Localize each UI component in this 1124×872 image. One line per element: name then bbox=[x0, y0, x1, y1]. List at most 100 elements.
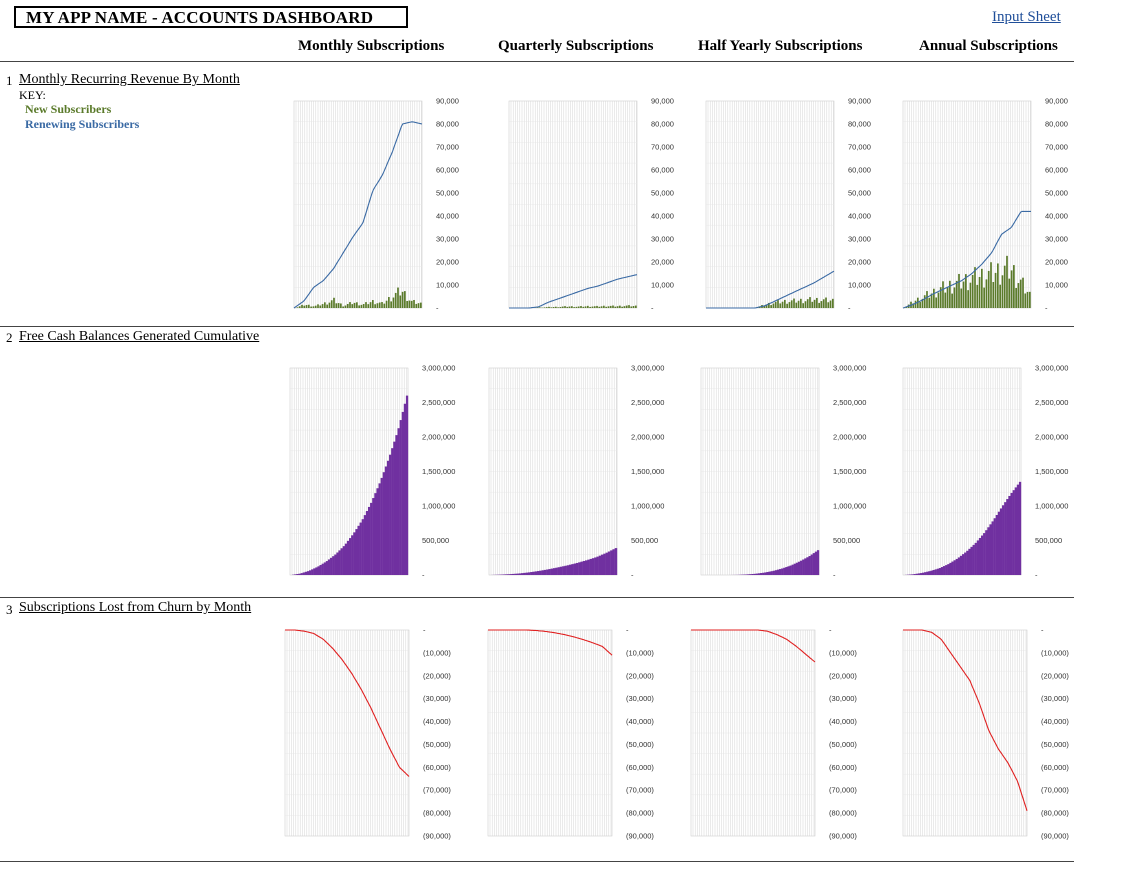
y-tick-label: (40,000) bbox=[626, 717, 654, 726]
y-tick-label: (50,000) bbox=[423, 740, 451, 749]
bar bbox=[930, 570, 933, 575]
bar bbox=[921, 572, 925, 575]
bar bbox=[302, 572, 305, 575]
bar bbox=[779, 303, 782, 308]
bar bbox=[969, 282, 972, 308]
bar bbox=[976, 284, 979, 308]
gridlines bbox=[691, 630, 815, 836]
bar bbox=[795, 562, 799, 575]
mrr-monthly-chart: - 10,000 20,000 30,000 40,000 50,000 60,000 70,… bbox=[293, 97, 459, 313]
y-tick-label: 40,000 bbox=[1045, 212, 1068, 221]
section-title-mrr: Monthly Recurring Revenue By Month bbox=[19, 72, 240, 87]
bar bbox=[745, 574, 748, 575]
bar bbox=[762, 572, 765, 575]
bar bbox=[816, 297, 818, 308]
bar bbox=[605, 552, 609, 575]
bar bbox=[937, 292, 940, 308]
key-new-subscribers: New Subscribers bbox=[25, 102, 112, 116]
bar bbox=[804, 301, 807, 308]
bar bbox=[378, 483, 381, 575]
bar bbox=[976, 540, 980, 575]
bar bbox=[628, 305, 630, 308]
bar bbox=[564, 306, 566, 308]
divider bbox=[0, 326, 1074, 327]
bar bbox=[541, 570, 545, 575]
bar bbox=[349, 302, 351, 308]
churn-line bbox=[903, 629, 1028, 811]
y-tick-label: (30,000) bbox=[423, 694, 451, 703]
bar bbox=[518, 573, 522, 575]
y-tick-label: (80,000) bbox=[1041, 809, 1069, 818]
y-tick-label: 80,000 bbox=[1045, 120, 1068, 129]
bar bbox=[296, 574, 299, 575]
bar bbox=[566, 565, 570, 575]
bar bbox=[509, 574, 513, 575]
bar bbox=[304, 571, 308, 575]
bar bbox=[337, 303, 340, 308]
bar bbox=[600, 306, 603, 308]
bar bbox=[401, 411, 404, 575]
y-tick-label: (20,000) bbox=[626, 671, 654, 680]
bar bbox=[344, 543, 348, 575]
bar bbox=[321, 304, 324, 308]
bar bbox=[926, 291, 928, 308]
y-tick-label: 30,000 bbox=[436, 235, 459, 244]
y-tick-label: 2,000,000 bbox=[833, 433, 866, 442]
bar bbox=[326, 304, 328, 308]
cash-balance-bars bbox=[728, 550, 820, 575]
bar bbox=[770, 305, 772, 308]
bar bbox=[614, 306, 617, 308]
bar bbox=[539, 570, 542, 575]
churn-monthly-chart: - (10,000) (20,000) (30,000) (40,000) (50,000… bbox=[284, 626, 451, 841]
y-tick-label: (90,000) bbox=[423, 832, 451, 841]
input-sheet-link[interactable]: Input Sheet bbox=[992, 9, 1061, 25]
churn-line bbox=[488, 629, 613, 656]
bar bbox=[323, 562, 327, 575]
y-tick-label: (50,000) bbox=[626, 740, 654, 749]
bar bbox=[319, 565, 322, 575]
bar bbox=[596, 305, 598, 308]
bar bbox=[793, 298, 795, 308]
gridlines bbox=[903, 101, 1031, 308]
y-tick-label: 70,000 bbox=[848, 143, 871, 152]
bar bbox=[1012, 490, 1015, 575]
bar bbox=[332, 556, 335, 575]
cash-balance-bars bbox=[292, 395, 409, 575]
bar bbox=[811, 301, 814, 308]
bar bbox=[955, 280, 958, 308]
bar bbox=[987, 270, 990, 308]
bar bbox=[420, 302, 422, 308]
bar bbox=[972, 544, 975, 575]
y-tick-label: 80,000 bbox=[651, 120, 674, 129]
bar bbox=[356, 302, 358, 308]
bar bbox=[612, 305, 614, 308]
y-tick-label: (70,000) bbox=[626, 786, 654, 795]
bar bbox=[530, 572, 533, 575]
bar bbox=[942, 281, 944, 308]
y-tick-label: (40,000) bbox=[1041, 717, 1069, 726]
bar bbox=[955, 558, 958, 575]
bar bbox=[997, 263, 999, 308]
bar bbox=[330, 300, 333, 308]
bar bbox=[991, 521, 994, 575]
bar bbox=[625, 305, 628, 308]
bar bbox=[404, 291, 406, 308]
bar bbox=[607, 306, 610, 308]
bar bbox=[968, 548, 971, 575]
bar bbox=[587, 305, 589, 308]
bar bbox=[989, 524, 992, 575]
bar bbox=[296, 307, 299, 308]
bar bbox=[562, 566, 565, 575]
bar bbox=[376, 303, 379, 308]
bar bbox=[372, 498, 375, 575]
bar bbox=[502, 574, 506, 575]
bar bbox=[962, 281, 965, 308]
bar bbox=[546, 569, 549, 575]
bar bbox=[406, 300, 408, 308]
bar bbox=[394, 292, 397, 308]
gridlines bbox=[489, 368, 617, 575]
bar bbox=[802, 303, 804, 308]
y-tick-label: 2,000,000 bbox=[422, 433, 455, 442]
cash-balance-bars bbox=[491, 548, 618, 575]
bar bbox=[813, 299, 816, 308]
